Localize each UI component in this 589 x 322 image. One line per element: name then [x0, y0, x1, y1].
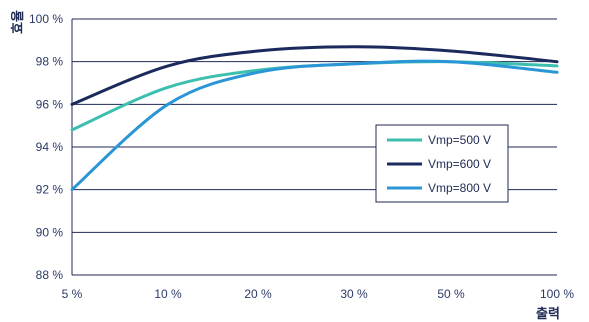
y-tick-label: 96 % — [36, 97, 64, 111]
y-tick-label: 90 % — [36, 225, 64, 239]
series-line-2 — [70, 45, 559, 106]
x-tick-label: 30 % — [340, 287, 368, 301]
x-tick-label: 5 % — [62, 287, 83, 301]
x-tick-label: 50 % — [437, 287, 465, 301]
y-tick-labels: 88 % 90 % 92 % 94 % 96 % 98 % 100 % — [29, 12, 63, 282]
series-lines — [70, 45, 559, 192]
legend-label: Vmp=600 V — [428, 157, 491, 171]
grid-lines — [71, 18, 557, 276]
x-tick-labels: 5 % 10 % 20 % 30 % 50 % 100 % — [62, 287, 575, 301]
series-line-1 — [70, 60, 559, 132]
series-line-3 — [70, 59, 559, 192]
x-tick-label: 20 % — [244, 287, 272, 301]
legend: Vmp=500 V Vmp=600 V Vmp=800 V — [375, 124, 509, 203]
legend-label: Vmp=800 V — [428, 181, 491, 195]
x-tick-label: 100 % — [540, 287, 574, 301]
y-tick-label: 94 % — [36, 140, 64, 154]
x-axis-title: 출력 — [536, 306, 560, 321]
y-tick-label: 88 % — [36, 268, 64, 282]
x-tick-label: 10 % — [154, 287, 182, 301]
y-axis-title: 효율 — [10, 10, 25, 34]
y-tick-label: 100 % — [29, 12, 63, 26]
y-tick-label: 98 % — [36, 55, 64, 69]
legend-label: Vmp=500 V — [428, 133, 491, 147]
y-tick-label: 92 % — [36, 183, 64, 197]
